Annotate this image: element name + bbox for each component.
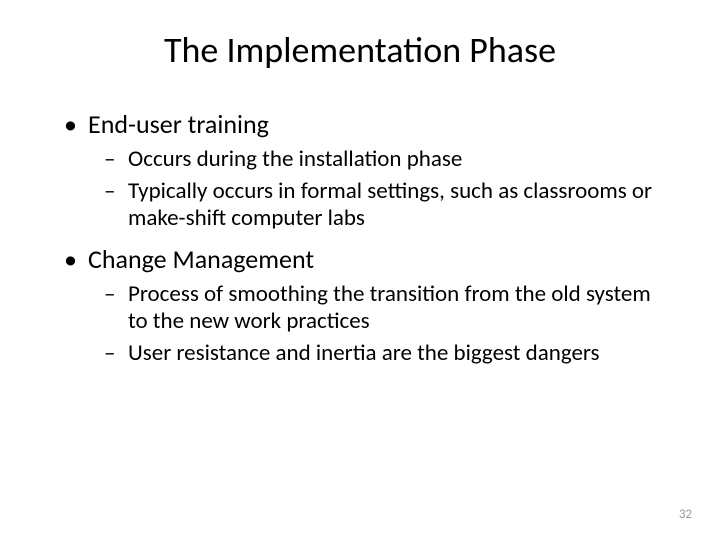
bullet-list: End-user training Occurs during the inst… xyxy=(48,108,672,368)
list-item: Change Management xyxy=(64,243,672,275)
list-sub-item: User resistance and inertia are the bigg… xyxy=(104,340,672,368)
list-item: End-user training xyxy=(64,108,672,140)
slide-title: The Implementation Phase xyxy=(48,28,672,72)
list-sub-item: Typically occurs in formal settings, suc… xyxy=(104,178,672,233)
list-sub-item: Process of smoothing the transition from… xyxy=(104,281,672,336)
list-sub-item: Occurs during the installation phase xyxy=(104,146,672,174)
slide-container: The Implementation Phase End-user traini… xyxy=(0,0,720,540)
page-number: 32 xyxy=(679,507,692,522)
